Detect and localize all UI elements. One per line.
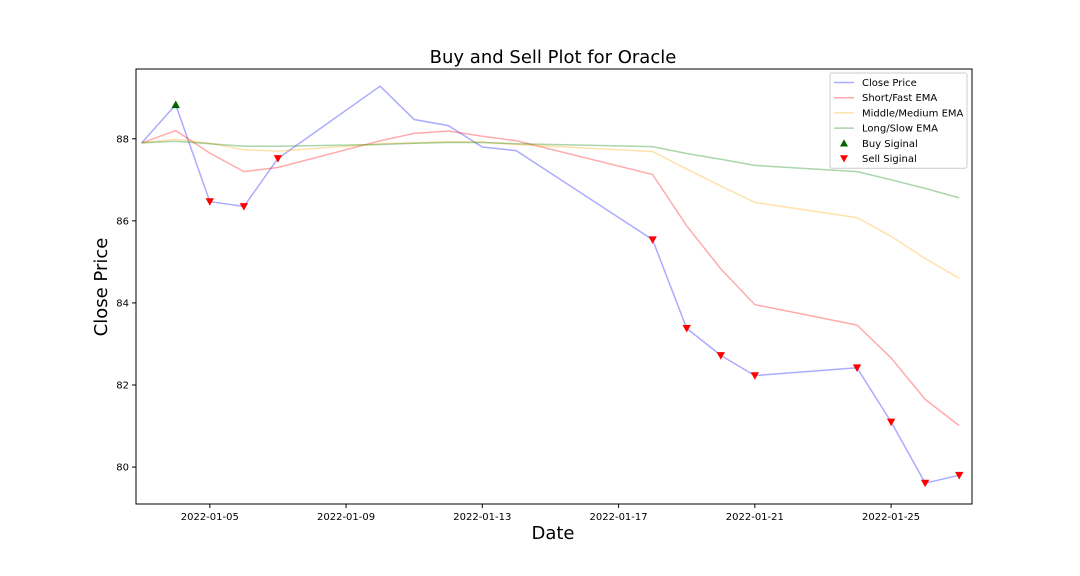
series-line-long-slow-ema xyxy=(141,140,960,199)
sell-signal-marker xyxy=(955,471,964,480)
sell-signal-marker xyxy=(682,324,691,333)
legend-label: Short/Fast EMA xyxy=(862,93,937,104)
series-line-middle-medium-ema xyxy=(141,138,960,279)
legend-label: Buy Siginal xyxy=(862,139,918,150)
legend-label: Close Price xyxy=(862,78,917,89)
buy-signal-marker xyxy=(171,100,180,109)
series-line-short-fast-ema xyxy=(141,129,960,427)
legend-swatch-buy-signal xyxy=(840,139,848,147)
sell-signal-marker xyxy=(239,203,249,211)
x-tick-label: 2022-01-21 xyxy=(726,512,784,523)
axis-ticks: 2022-01-05 2022-01-09 2022-01-13 2022-01-17… xyxy=(116,68,973,523)
sell-signal-marker xyxy=(750,372,760,380)
legend: Close Price Short/Fast EMA Middle/Medium E… xyxy=(829,72,968,169)
legend-swatch-sell-signal xyxy=(840,155,848,163)
chart-title: Buy and Sell Plot for Oracle xyxy=(430,47,677,68)
y-tick-label: 88 xyxy=(116,134,129,145)
y-tick-label: 86 xyxy=(116,216,129,227)
sell-signal-marker xyxy=(886,418,896,427)
sell-signal-marker xyxy=(852,364,862,372)
sell-signal-marker xyxy=(205,198,215,206)
y-axis-label: Close Price xyxy=(91,238,112,337)
sell-signal-marker xyxy=(716,352,725,360)
legend-label: Long/Slow EMA xyxy=(862,124,938,135)
axes-frame xyxy=(135,68,973,505)
x-axis-label: Date xyxy=(531,523,574,544)
y-tick-label: 84 xyxy=(116,298,129,309)
x-tick-label: 2022-01-13 xyxy=(453,512,511,523)
x-tick-label: 2022-01-09 xyxy=(317,512,375,523)
series-line-close-price xyxy=(141,85,960,484)
legend-label: Sell Siginal xyxy=(862,154,917,165)
y-tick-label: 80 xyxy=(116,463,129,474)
legend-box xyxy=(829,72,968,169)
sell-signal-marker xyxy=(648,236,657,244)
sell-signal-marker xyxy=(273,155,283,163)
plot-area xyxy=(141,85,964,488)
y-tick-label: 82 xyxy=(116,380,129,391)
x-tick-label: 2022-01-05 xyxy=(181,512,239,523)
legend-label: Middle/Medium EMA xyxy=(862,108,964,119)
x-tick-label: 2022-01-17 xyxy=(590,512,648,523)
x-tick-label: 2022-01-25 xyxy=(862,512,920,523)
sell-signal-marker xyxy=(920,479,930,488)
